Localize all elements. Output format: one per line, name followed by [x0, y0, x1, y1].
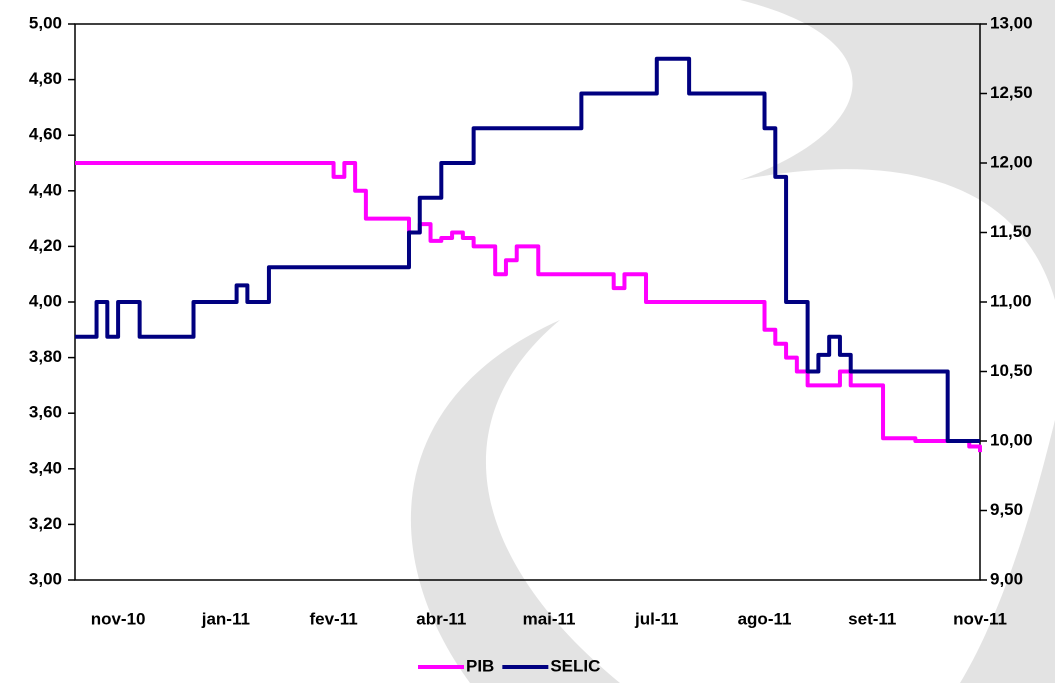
y-tick-label: 3,40 — [29, 458, 62, 477]
y-tick-label: 3,20 — [29, 514, 62, 533]
x-tick-label: abr-11 — [416, 609, 466, 628]
y-tick-label: 4,80 — [29, 69, 62, 88]
line-series — [75, 56, 980, 443]
y2-tick-label: 11,50 — [990, 222, 1032, 241]
y2-tick-label: 13,00 — [990, 13, 1033, 32]
y2-tick-label: 9,50 — [990, 500, 1023, 519]
legend-label: PIB — [466, 656, 494, 675]
line-series — [75, 161, 982, 453]
y2-tick-label: 10,50 — [990, 361, 1033, 380]
y-tick-label: 4,40 — [29, 180, 62, 199]
x-tick-label: mai-11 — [523, 609, 576, 628]
y2-tick-label: 9,00 — [990, 569, 1023, 588]
y2-tick-label: 11,00 — [990, 291, 1032, 310]
y-tick-label: 3,00 — [29, 569, 62, 588]
x-tick-label: set-11 — [848, 609, 896, 628]
y-tick-label: 3,60 — [29, 403, 62, 422]
x-tick-label: jul-11 — [634, 609, 678, 628]
x-tick-label: jan-11 — [201, 609, 250, 628]
y2-tick-label: 10,00 — [990, 430, 1033, 449]
y-tick-label: 4,60 — [29, 125, 62, 144]
y-tick-label: 4,20 — [29, 236, 62, 255]
background-swoosh — [410, 0, 1055, 683]
y2-tick-label: 12,50 — [990, 83, 1033, 102]
y-tick-label: 4,00 — [29, 291, 62, 310]
x-tick-label: ago-11 — [738, 609, 792, 628]
y-tick-label: 3,80 — [29, 347, 62, 366]
x-tick-label: nov-10 — [91, 609, 146, 628]
y-tick-label: 5,00 — [29, 13, 62, 32]
y2-tick-label: 12,00 — [990, 152, 1033, 171]
legend-label: SELIC — [550, 656, 600, 675]
x-tick-label: fev-11 — [309, 609, 357, 628]
x-tick-label: nov-11 — [953, 609, 1007, 628]
